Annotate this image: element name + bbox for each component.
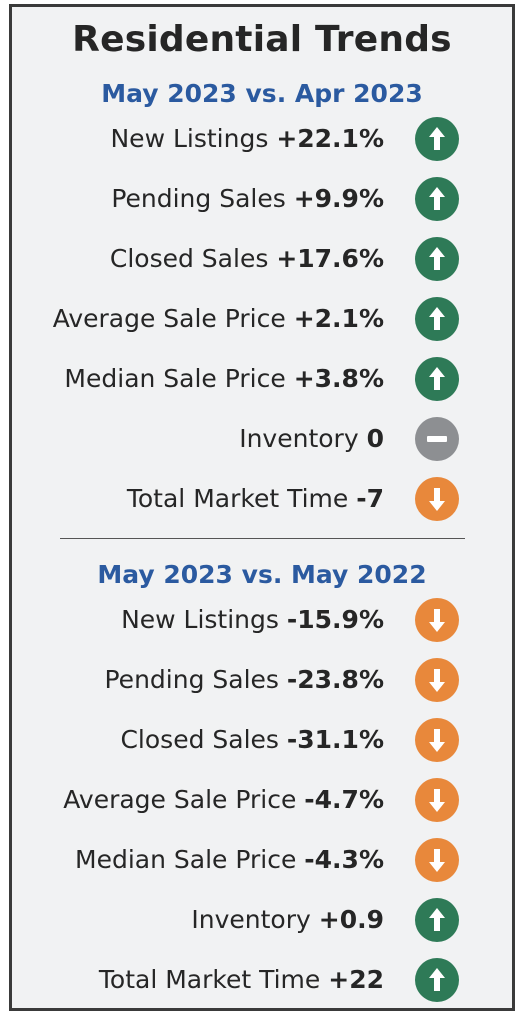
arrow-down-icon: [415, 778, 459, 822]
trend-value: -15.9%: [286, 605, 384, 634]
trend-row: Average Sale Price +2.1%: [12, 296, 512, 342]
trend-value: -31.1%: [286, 725, 384, 754]
trend-text: Closed Sales -31.1%: [120, 717, 384, 763]
page-title: Residential Trends: [72, 19, 452, 60]
trend-label: Closed Sales: [109, 244, 269, 273]
trend-text: Closed Sales +17.6%: [110, 236, 384, 282]
trend-row: Pending Sales -23.8%: [12, 657, 512, 703]
trend-value: +2.1%: [293, 304, 384, 333]
section-divider: [60, 538, 465, 539]
trend-label: Inventory: [191, 905, 311, 934]
trend-value: +3.8%: [293, 364, 384, 393]
arrow-up-icon: [415, 357, 459, 401]
arrow-up-icon: [415, 297, 459, 341]
trend-value: -4.7%: [304, 785, 384, 814]
trend-value: +9.9%: [293, 184, 384, 213]
trend-value: +22: [328, 965, 384, 994]
trend-label: Total Market Time: [126, 484, 349, 513]
trend-text: Median Sale Price -4.3%: [75, 837, 384, 883]
arrow-up-icon: [415, 237, 459, 281]
arrow-up-icon: [415, 117, 459, 161]
trend-value: -7: [356, 484, 384, 513]
trend-label: Median Sale Price: [64, 364, 286, 393]
trend-row: Pending Sales +9.9%: [12, 176, 512, 222]
trend-label: Pending Sales: [104, 665, 279, 694]
trend-label: Average Sale Price: [63, 785, 297, 814]
trend-row: Total Market Time -7: [12, 476, 512, 522]
trend-row: New Listings -15.9%: [12, 597, 512, 643]
trend-label: Pending Sales: [111, 184, 286, 213]
trend-row: Closed Sales -31.1%: [12, 717, 512, 763]
trend-label: New Listings: [121, 605, 279, 634]
trend-value: 0: [366, 424, 384, 453]
trend-row: New Listings +22.1%: [12, 116, 512, 162]
trend-row: Closed Sales +17.6%: [12, 236, 512, 282]
arrow-down-icon: [415, 838, 459, 882]
trend-text: Pending Sales -23.8%: [105, 657, 385, 703]
trend-label: Average Sale Price: [52, 304, 286, 333]
arrow-down-icon: [415, 658, 459, 702]
trend-value: -23.8%: [286, 665, 384, 694]
trend-text: New Listings +22.1%: [110, 116, 384, 162]
section-heading-month-over-month: May 2023 vs. Apr 2023: [101, 79, 423, 108]
trend-text: Inventory +0.9: [191, 897, 384, 943]
arrow-up-icon: [415, 898, 459, 942]
trend-row: Median Sale Price +3.8%: [12, 356, 512, 402]
trend-label: Closed Sales: [120, 725, 279, 754]
trend-text: Average Sale Price -4.7%: [63, 777, 384, 823]
arrow-down-icon: [415, 718, 459, 762]
trend-value: +17.6%: [276, 244, 384, 273]
trend-text: Median Sale Price +3.8%: [64, 356, 384, 402]
trend-row: Total Market Time +22: [12, 957, 512, 1003]
trend-text: New Listings -15.9%: [121, 597, 384, 643]
trend-text: Total Market Time +22: [99, 957, 384, 1003]
arrow-down-icon: [415, 598, 459, 642]
trend-text: Inventory 0: [239, 416, 384, 462]
trend-label: Inventory: [239, 424, 359, 453]
trend-text: Total Market Time -7: [127, 476, 384, 522]
trend-label: Total Market Time: [98, 965, 321, 994]
trend-label: Median Sale Price: [75, 845, 297, 874]
arrow-down-icon: [415, 477, 459, 521]
arrow-up-icon: [415, 177, 459, 221]
section-heading-year-over-year: May 2023 vs. May 2022: [97, 560, 427, 589]
trend-row: Median Sale Price -4.3%: [12, 837, 512, 883]
trend-value: +22.1%: [276, 124, 384, 153]
trend-row: Inventory +0.9: [12, 897, 512, 943]
arrow-up-icon: [415, 958, 459, 1002]
trend-text: Pending Sales +9.9%: [111, 176, 384, 222]
trend-label: New Listings: [110, 124, 269, 153]
residential-trends-panel: Residential Trends May 2023 vs. Apr 2023…: [9, 4, 515, 1011]
trend-row: Inventory 0: [12, 416, 512, 462]
trend-row: Average Sale Price -4.7%: [12, 777, 512, 823]
trend-value: +0.9: [318, 905, 384, 934]
trend-text: Average Sale Price +2.1%: [53, 296, 384, 342]
trend-value: -4.3%: [304, 845, 384, 874]
minus-icon: [415, 417, 459, 461]
